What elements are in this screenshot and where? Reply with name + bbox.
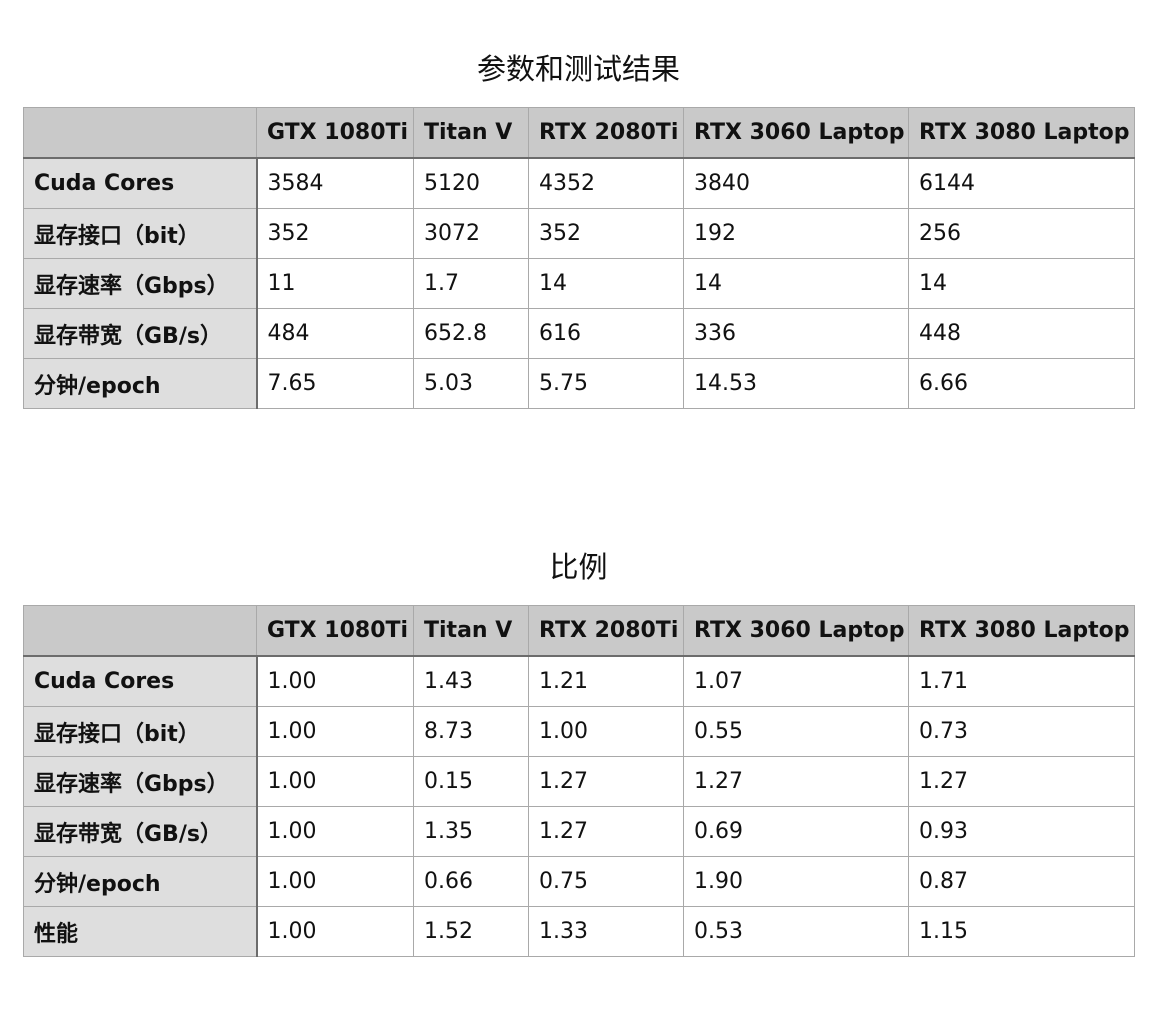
table-cell: 5.03 <box>413 358 529 409</box>
params-table: GTX 1080Ti Titan V RTX 2080Ti RTX 3060 L… <box>23 107 1135 409</box>
table-cell: 7.65 <box>256 358 414 409</box>
row-header: 显存带宽（GB/s） <box>23 806 258 857</box>
params-section: 参数和测试结果 GTX 1080Ti Titan V RTX 2080Ti RT… <box>23 48 1135 409</box>
table-cell: 1.27 <box>528 756 684 807</box>
table-cell: 6144 <box>908 157 1135 209</box>
table-cell: 6.66 <box>908 358 1135 409</box>
table-cell: 1.33 <box>528 906 684 957</box>
column-header-rtx-3060-laptop: RTX 3060 Laptop <box>683 107 909 159</box>
table-cell: 3584 <box>256 157 414 209</box>
table-row: Cuda Cores 1.00 1.43 1.21 1.07 1.71 <box>23 655 1135 707</box>
table-row: 显存速率（Gbps） 11 1.7 14 14 14 <box>23 258 1135 309</box>
table-cell: 336 <box>683 308 909 359</box>
header-row: GTX 1080Ti Titan V RTX 2080Ti RTX 3060 L… <box>23 605 1135 657</box>
row-header: 显存接口（bit） <box>23 208 258 259</box>
table-cell: 192 <box>683 208 909 259</box>
row-header: 分钟/epoch <box>23 856 258 907</box>
column-header-titan-v: Titan V <box>413 107 529 159</box>
table-cell: 0.66 <box>413 856 529 907</box>
table-cell: 256 <box>908 208 1135 259</box>
table-cell: 1.35 <box>413 806 529 857</box>
table-cell: 1.00 <box>256 906 414 957</box>
row-header: Cuda Cores <box>23 655 258 707</box>
table-cell: 8.73 <box>413 706 529 757</box>
table-cell: 352 <box>256 208 414 259</box>
table-cell: 1.90 <box>683 856 909 907</box>
column-header-rtx-2080ti: RTX 2080Ti <box>528 107 684 159</box>
ratio-table-body: Cuda Cores 1.00 1.43 1.21 1.07 1.71 显存接口（bit） 1… <box>23 655 1135 957</box>
table-cell: 1.00 <box>256 856 414 907</box>
table-cell: 484 <box>256 308 414 359</box>
table-cell: 11 <box>256 258 414 309</box>
table-row: 显存接口（bit） 1.00 8.73 1.00 0.55 0.73 <box>23 706 1135 757</box>
table-cell: 0.69 <box>683 806 909 857</box>
table-cell: 1.27 <box>908 756 1135 807</box>
ratio-table: GTX 1080Ti Titan V RTX 2080Ti RTX 3060 L… <box>23 605 1135 957</box>
params-table-title: 参数和测试结果 <box>476 52 680 86</box>
column-header-rtx-2080ti: RTX 2080Ti <box>528 605 684 657</box>
table-cell: 1.00 <box>528 706 684 757</box>
table-cell: 4352 <box>528 157 684 209</box>
row-header: 性能 <box>23 906 258 957</box>
table-row: 显存接口（bit） 352 3072 352 192 256 <box>23 208 1135 259</box>
table-cell: 1.07 <box>683 655 909 707</box>
table-cell: 652.8 <box>413 308 529 359</box>
ratio-section: 比例 GTX 1080Ti Titan V RTX 2080Ti RTX 306… <box>23 546 1135 957</box>
table-row: 显存带宽（GB/s） 484 652.8 616 336 448 <box>23 308 1135 359</box>
row-header: 显存速率（Gbps） <box>23 756 258 807</box>
ratio-table-title: 比例 <box>549 550 608 584</box>
corner-cell <box>23 107 257 159</box>
column-header-rtx-3080-laptop: RTX 3080 Laptop <box>908 605 1135 657</box>
table-cell: 1.43 <box>413 655 529 707</box>
table-cell: 14 <box>908 258 1135 309</box>
column-header-gtx-1080ti: GTX 1080Ti <box>256 605 414 657</box>
table-cell: 616 <box>528 308 684 359</box>
table-row: Cuda Cores 3584 5120 4352 3840 6144 <box>23 157 1135 209</box>
table-cell: 0.53 <box>683 906 909 957</box>
table-cell: 14 <box>683 258 909 309</box>
table-cell: 14 <box>528 258 684 309</box>
table-cell: 1.00 <box>256 706 414 757</box>
table-cell: 5120 <box>413 157 529 209</box>
table-cell: 0.87 <box>908 856 1135 907</box>
table-cell: 1.15 <box>908 906 1135 957</box>
table-row: 显存带宽（GB/s） 1.00 1.35 1.27 0.69 0.93 <box>23 806 1135 857</box>
table-cell: 0.55 <box>683 706 909 757</box>
table-cell: 1.7 <box>413 258 529 309</box>
params-table-body: Cuda Cores 3584 5120 4352 3840 6144 显存接口（bit） 3… <box>23 157 1135 409</box>
table-cell: 1.71 <box>908 655 1135 707</box>
table-cell: 3072 <box>413 208 529 259</box>
table-cell: 0.15 <box>413 756 529 807</box>
table-cell: 448 <box>908 308 1135 359</box>
row-header: 显存带宽（GB/s） <box>23 308 258 359</box>
column-header-titan-v: Titan V <box>413 605 529 657</box>
table-cell: 1.52 <box>413 906 529 957</box>
row-header: Cuda Cores <box>23 157 258 209</box>
table-cell: 1.00 <box>256 806 414 857</box>
table-cell: 5.75 <box>528 358 684 409</box>
table-cell: 3840 <box>683 157 909 209</box>
table-cell: 0.75 <box>528 856 684 907</box>
table-row: 显存速率（Gbps） 1.00 0.15 1.27 1.27 1.27 <box>23 756 1135 807</box>
table-cell: 1.00 <box>256 655 414 707</box>
table-cell: 352 <box>528 208 684 259</box>
table-cell: 1.27 <box>683 756 909 807</box>
table-cell: 0.73 <box>908 706 1135 757</box>
table-cell: 1.21 <box>528 655 684 707</box>
column-header-gtx-1080ti: GTX 1080Ti <box>256 107 414 159</box>
table-cell: 1.00 <box>256 756 414 807</box>
row-header: 显存速率（Gbps） <box>23 258 258 309</box>
column-header-rtx-3060-laptop: RTX 3060 Laptop <box>683 605 909 657</box>
row-header: 分钟/epoch <box>23 358 258 409</box>
table-row: 性能 1.00 1.52 1.33 0.53 1.15 <box>23 906 1135 957</box>
table-cell: 0.93 <box>908 806 1135 857</box>
table-row: 分钟/epoch 1.00 0.66 0.75 1.90 0.87 <box>23 856 1135 907</box>
row-header: 显存接口（bit） <box>23 706 258 757</box>
table-cell: 1.27 <box>528 806 684 857</box>
column-header-rtx-3080-laptop: RTX 3080 Laptop <box>908 107 1135 159</box>
table-row: 分钟/epoch 7.65 5.03 5.75 14.53 6.66 <box>23 358 1135 409</box>
table-cell: 14.53 <box>683 358 909 409</box>
header-row: GTX 1080Ti Titan V RTX 2080Ti RTX 3060 L… <box>23 107 1135 159</box>
corner-cell <box>23 605 257 657</box>
